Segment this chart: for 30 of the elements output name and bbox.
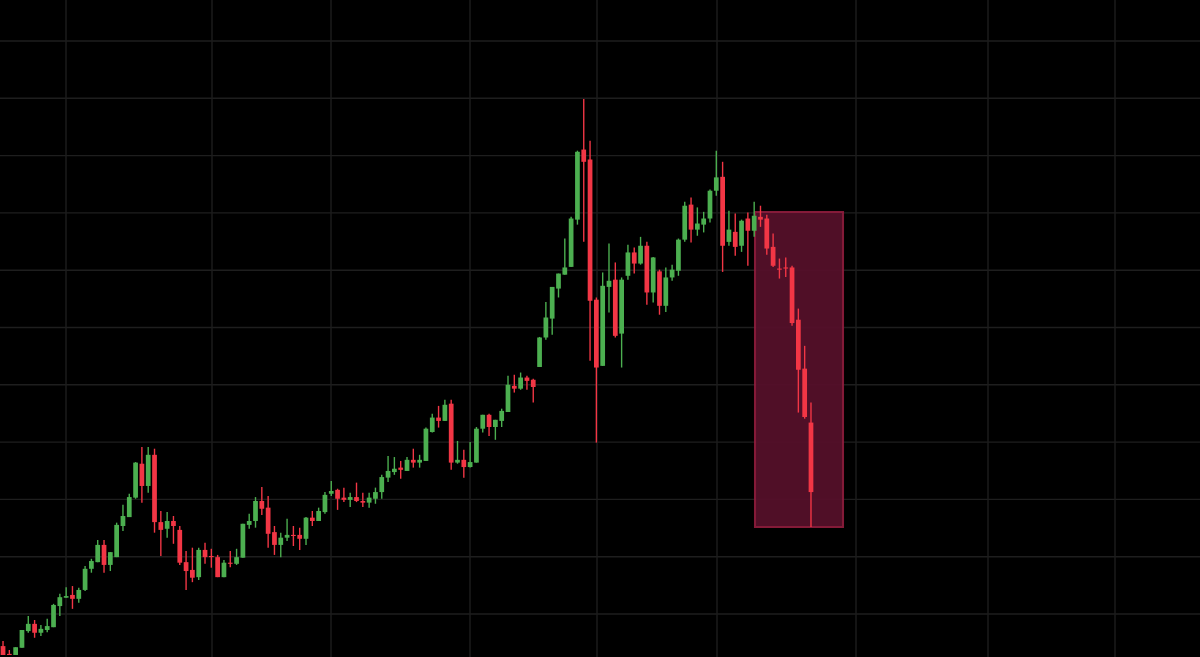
candlestick bbox=[745, 211, 751, 267]
candlestick bbox=[713, 149, 719, 197]
candlestick bbox=[638, 236, 643, 266]
candlestick bbox=[158, 510, 164, 557]
candlestick bbox=[379, 474, 385, 500]
candlestick bbox=[530, 377, 536, 404]
candlestick bbox=[335, 488, 340, 511]
candlestick bbox=[777, 257, 782, 280]
candlestick bbox=[70, 585, 75, 610]
candlestick bbox=[751, 201, 757, 238]
candlestick bbox=[360, 491, 366, 508]
candlestick bbox=[461, 449, 467, 479]
candlestick bbox=[253, 496, 258, 529]
candlestick bbox=[732, 212, 738, 257]
candlestick bbox=[455, 440, 460, 465]
candlestick bbox=[436, 405, 441, 429]
candlestick bbox=[278, 531, 284, 558]
candlestick bbox=[259, 486, 265, 516]
candlestick bbox=[164, 511, 170, 539]
candlestick bbox=[208, 548, 214, 569]
candlestick bbox=[284, 518, 290, 542]
candlestick bbox=[190, 546, 195, 583]
candlestick bbox=[581, 98, 587, 243]
candlestick bbox=[410, 448, 416, 469]
candlestick bbox=[63, 586, 69, 599]
candlestick bbox=[354, 481, 359, 503]
candlestick bbox=[429, 412, 435, 434]
candlestick bbox=[783, 256, 789, 278]
candlestick bbox=[171, 515, 176, 545]
candlestick bbox=[631, 246, 637, 275]
